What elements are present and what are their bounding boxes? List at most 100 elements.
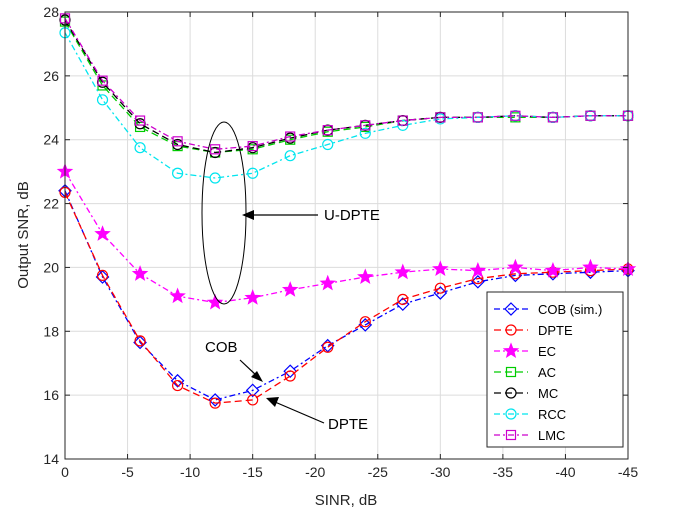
data-point — [469, 261, 487, 278]
data-point — [170, 373, 185, 388]
legend-marker — [505, 429, 517, 441]
legend-label: RCC — [538, 407, 566, 422]
x-tick-label: -45 — [618, 464, 638, 480]
legend-label: EC — [538, 344, 556, 359]
legend-entry: AC — [494, 365, 556, 380]
data-point — [97, 75, 108, 86]
x-tick-label: -25 — [368, 464, 388, 480]
legend-marker — [505, 324, 517, 336]
legend-entry: COB (sim.) — [494, 302, 602, 317]
series-line — [64, 21, 628, 154]
data-point — [131, 265, 149, 281]
y-tick-label: 14 — [43, 451, 59, 467]
data-point — [245, 383, 260, 398]
data-point — [206, 293, 224, 310]
dpte-arrow — [274, 401, 325, 424]
data-point — [285, 131, 296, 142]
y-axis-label: Output SNR, dB — [15, 181, 32, 289]
data-point — [208, 393, 222, 407]
data-point — [96, 269, 109, 282]
data-point — [133, 335, 147, 350]
legend-marker — [504, 302, 518, 316]
data-point — [397, 115, 408, 126]
u-dpte-ellipse — [201, 121, 247, 305]
cob-arrowhead — [251, 371, 263, 382]
data-point — [95, 270, 110, 284]
data-point — [209, 172, 221, 184]
x-tick-label: -10 — [180, 464, 200, 480]
legend-label: COB (sim.) — [538, 302, 602, 317]
legend-box — [486, 291, 624, 448]
u-dpte-arrowhead — [242, 210, 254, 220]
data-point — [471, 274, 485, 289]
x-tick-label: -30 — [430, 464, 450, 480]
y-tick-label: 22 — [43, 196, 59, 212]
data-point — [94, 225, 111, 241]
y-tick-label: 28 — [43, 4, 59, 20]
data-point — [432, 260, 449, 277]
data-point — [507, 258, 524, 275]
legend-marker — [505, 408, 517, 420]
series-line — [64, 190, 629, 401]
data-point — [96, 94, 109, 106]
y-tick-label: 16 — [43, 387, 59, 403]
series-line — [64, 32, 628, 179]
data-point — [284, 150, 296, 162]
series-line — [64, 192, 629, 404]
legend-marker — [505, 387, 517, 399]
y-tick-label: 20 — [43, 259, 59, 275]
data-point — [357, 268, 374, 285]
data-point — [322, 138, 334, 151]
data-point — [134, 115, 146, 126]
data-point — [360, 120, 371, 131]
series-line — [64, 171, 629, 304]
x-tick-label: -20 — [305, 464, 325, 480]
y-tick-label: 18 — [43, 323, 59, 339]
data-point — [544, 261, 562, 278]
data-point — [209, 397, 221, 409]
cob-arrow — [239, 359, 258, 377]
legend-marker — [505, 366, 517, 378]
data-point — [284, 370, 296, 382]
data-point — [244, 289, 261, 305]
data-point — [172, 136, 183, 147]
cob-annotation: COB — [205, 339, 238, 356]
data-point — [281, 281, 299, 297]
data-point — [359, 127, 371, 139]
y-tick-label: 24 — [43, 132, 59, 148]
data-point — [585, 110, 596, 121]
u-dpte-annotation: U-DPTE — [324, 207, 380, 224]
data-point — [247, 394, 259, 406]
data-point — [210, 144, 221, 155]
data-point — [247, 167, 259, 179]
data-point — [322, 341, 334, 353]
legend-label: LMC — [538, 428, 565, 443]
x-tick-label: -5 — [121, 464, 134, 480]
data-point — [172, 379, 184, 392]
legend-entry: RCC — [494, 407, 566, 422]
x-tick-label: -35 — [493, 464, 513, 480]
data-point — [134, 142, 146, 154]
x-tick-label: -15 — [243, 464, 263, 480]
data-point — [247, 141, 258, 152]
data-point — [169, 287, 186, 304]
data-point — [134, 335, 146, 347]
y-tick-label: 26 — [43, 68, 59, 84]
annotations: U-DPTE COB DPTE — [201, 121, 380, 433]
legend-entry: MC — [494, 386, 558, 401]
x-tick-label: 0 — [61, 464, 69, 480]
data-point — [472, 112, 483, 123]
legend-label: AC — [538, 365, 556, 380]
data-point — [359, 316, 371, 328]
x-axis-label: SINR, dB — [315, 492, 378, 509]
legend: COB (sim.) DPTE EC AC MC RCC LMC — [486, 291, 624, 448]
legend-marker — [502, 342, 520, 359]
dpte-arrowhead — [266, 397, 279, 407]
data-point — [172, 167, 184, 179]
data-point — [319, 274, 336, 291]
plot-frame — [64, 11, 629, 460]
data-point — [547, 112, 559, 123]
series-dpte — [59, 186, 634, 409]
legend-entry: DPTE — [494, 323, 573, 338]
